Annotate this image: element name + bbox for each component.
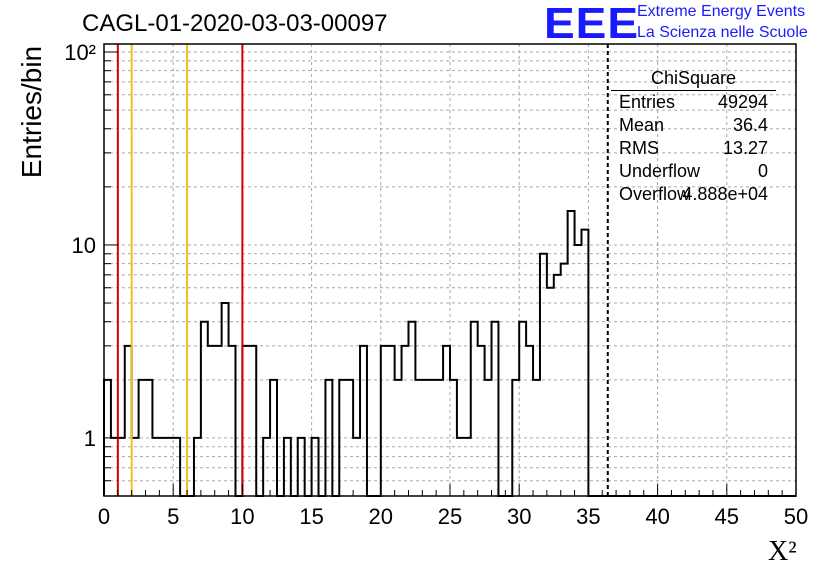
stats-box: ChiSquare Entries 49294 Mean 36.4 RMS 13… <box>611 66 776 206</box>
stats-row-underflow: Underflow 0 <box>611 160 776 183</box>
x-tick-label: 30 <box>507 504 531 529</box>
x-axis-label: X² <box>768 536 797 567</box>
x-tick-label: 10 <box>230 504 254 529</box>
y-axis-label: Entries/bin <box>16 45 47 179</box>
x-tick-label: 50 <box>784 504 808 529</box>
stats-key: Mean <box>619 115 665 135</box>
stats-row-rms: RMS 13.27 <box>611 137 776 160</box>
stats-value: 13.27 <box>722 138 768 158</box>
x-tick-label: 25 <box>438 504 462 529</box>
x-tick-label: 5 <box>167 504 179 529</box>
x-tick-label: 0 <box>98 504 110 529</box>
stats-value: 0 <box>757 161 768 181</box>
x-tick-label: 35 <box>576 504 600 529</box>
stats-rule <box>611 90 776 91</box>
stats-key: Overflow <box>619 184 691 204</box>
stats-title: ChiSquare <box>650 68 737 88</box>
x-tick-label: 20 <box>369 504 393 529</box>
stats-value: 49294 <box>717 92 768 112</box>
stats-row-entries: Entries 49294 <box>611 91 776 114</box>
y-tick-label: 10² <box>64 40 96 65</box>
logo-line-2: La Scienza nelle Scuole <box>637 24 808 41</box>
stats-value: 4.888e+04 <box>682 184 768 204</box>
stats-row-mean: Mean 36.4 <box>611 114 776 137</box>
y-tick-label: 10 <box>72 233 96 258</box>
y-tick-label: 1 <box>84 426 96 451</box>
logo-line-1: Extreme Energy Events <box>637 3 806 20</box>
stats-value: 36.4 <box>732 115 768 135</box>
stats-key: RMS <box>619 138 659 158</box>
x-tick-label: 15 <box>299 504 323 529</box>
stats-row-overflow: Overflow 4.888e+04 <box>611 183 776 206</box>
chart-title: CAGL-01-2020-03-03-00097 <box>82 10 388 37</box>
x-tick-label: 40 <box>645 504 669 529</box>
stats-key: Entries <box>619 92 676 112</box>
x-tick-label: 45 <box>715 504 739 529</box>
stats-key: Underflow <box>619 161 701 181</box>
eee-logo: EEE <box>544 0 640 48</box>
